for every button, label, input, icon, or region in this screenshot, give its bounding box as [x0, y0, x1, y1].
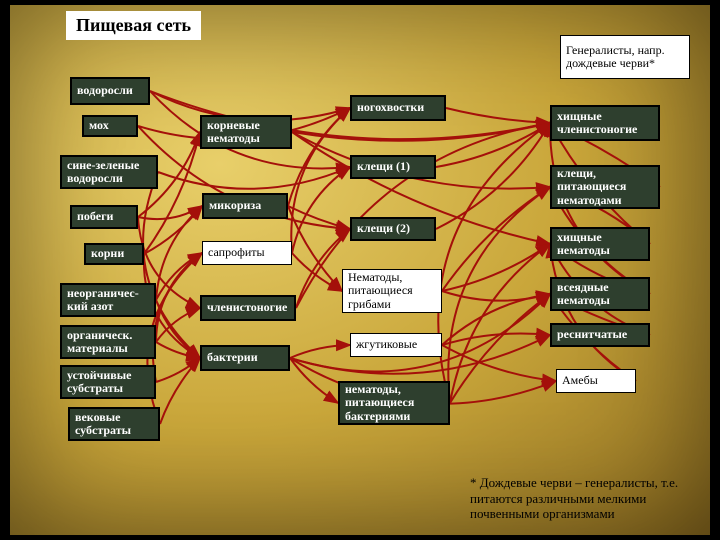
node-refsub: вековые субстраты [68, 407, 160, 441]
node-bluegreen: сине-зеленые водоросли [60, 155, 158, 189]
edge-sapro-mite1 [292, 167, 350, 253]
edge-mycor-spring [288, 108, 350, 206]
node-orgmat: органическ. материалы [60, 325, 156, 359]
node-bact: бактерии [200, 345, 290, 371]
diagram-title: Пищевая сеть [66, 11, 201, 40]
edge-mite1-predarth [436, 123, 550, 167]
node-omninem: всеядные нематоды [550, 277, 650, 311]
node-predarth: хищные членистоногие [550, 105, 660, 141]
node-mite1: клещи (1) [350, 155, 436, 179]
edge-fungnem-nemmite [442, 187, 550, 291]
node-sapro: сапрофиты [202, 241, 292, 265]
edge-mycor-fungnem [288, 206, 342, 291]
edge-orgmat-sapro [156, 253, 202, 342]
edge-orgmat-arthro [156, 308, 200, 342]
legend-generalists: Генералисты, напр. дождевые черви* [560, 35, 690, 79]
node-arthro: членистоногие [200, 295, 296, 321]
node-mycor: микориза [202, 193, 288, 219]
node-ciliate: реснитчатые [550, 323, 650, 347]
edge-mycor-mite2 [288, 206, 350, 229]
edge-labsub-sapro [153, 253, 202, 382]
edge-bactnem-nemmite [448, 187, 550, 403]
edge-roots-rootnem [144, 132, 200, 254]
edge-flag-ciliate [442, 333, 550, 345]
node-nemmite: клещи, питающиеся нематодами [550, 165, 660, 209]
edge-bactnem-omninem [450, 294, 550, 403]
edge-bactnem-prednem [450, 244, 550, 403]
edge-inorgN-bact [156, 300, 200, 358]
edge-spring-predarth [446, 108, 550, 123]
footnote: * Дождевые черви – генералисты, т.е. пит… [470, 475, 700, 522]
edge-rootnem-predarth [292, 123, 550, 141]
edge-fungnem-omninem [442, 291, 550, 301]
edge-bluegreen-mite1 [158, 167, 350, 189]
edge-inorgN-sapro [156, 253, 202, 300]
node-flag: жгутиковые [350, 333, 442, 357]
edge-roots-mycor [144, 206, 202, 254]
edge-bactnem-predarth [438, 123, 550, 403]
diagram-canvas: Пищевая сеть водоросли мох сине-зеленые во… [10, 5, 710, 535]
node-prednem: хищные нематоды [550, 227, 650, 261]
edge-sapro-spring [291, 108, 350, 253]
edge-inorgN-mycor [156, 206, 202, 300]
node-roots: корни [84, 243, 144, 265]
node-mite2: клещи (2) [350, 217, 436, 241]
node-labsub: устойчивые субстраты [60, 365, 156, 399]
node-algae: водоросли [70, 77, 150, 105]
edge-shoots-mycor [138, 206, 202, 219]
edge-bact-bactnem [290, 358, 338, 403]
node-fungnem: Нематоды, питающие­ся грибами [342, 269, 442, 313]
edge-flag-amoeba [442, 345, 556, 381]
edge-refsub-bact [160, 358, 200, 424]
edge-mite2-predarth [436, 123, 550, 229]
node-spring: ногохвостки [350, 95, 446, 121]
edge-fungnem-prednem [442, 244, 550, 291]
edge-orgmat-bact [156, 342, 200, 358]
edge-sapro-fungnem [292, 253, 342, 291]
node-inorgN: неоргани­чес­кий азот [60, 283, 156, 317]
edge-flag-omninem [442, 294, 550, 345]
node-amoeba: Амебы [556, 369, 636, 393]
node-shoots: побеги [70, 205, 138, 229]
node-bactnem: нематоды, питающиеся бактериями [338, 381, 450, 425]
node-moss: мох [82, 115, 138, 137]
edge-bact-flag [290, 345, 350, 358]
edge-amoeba-prednem [550, 244, 636, 381]
edge-labsub-bact [156, 358, 200, 382]
node-rootnem: корневые нематоды [200, 115, 292, 149]
